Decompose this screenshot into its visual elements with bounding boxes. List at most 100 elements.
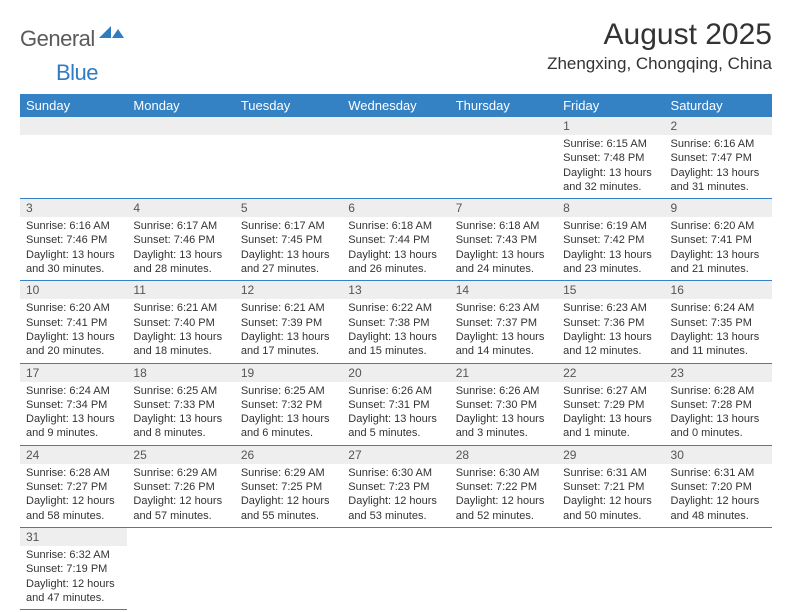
- sunrise-text: Sunrise: 6:23 AM: [456, 301, 551, 315]
- calendar-cell: 11Sunrise: 6:21 AMSunset: 7:40 PMDayligh…: [127, 281, 234, 363]
- calendar-cell: 23Sunrise: 6:28 AMSunset: 7:28 PMDayligh…: [665, 363, 772, 445]
- calendar-cell: 31Sunrise: 6:32 AMSunset: 7:19 PMDayligh…: [20, 527, 127, 609]
- day-details: Sunrise: 6:25 AMSunset: 7:32 PMDaylight:…: [235, 382, 342, 445]
- sunrise-text: Sunrise: 6:17 AM: [241, 219, 336, 233]
- day-details: Sunrise: 6:26 AMSunset: 7:31 PMDaylight:…: [342, 382, 449, 445]
- day-number: 4: [127, 199, 234, 217]
- day-details: Sunrise: 6:23 AMSunset: 7:37 PMDaylight:…: [450, 299, 557, 362]
- sunset-text: Sunset: 7:48 PM: [563, 151, 658, 165]
- sunrise-text: Sunrise: 6:23 AM: [563, 301, 658, 315]
- daylight-text: Daylight: 13 hours and 14 minutes.: [456, 330, 551, 359]
- sunset-text: Sunset: 7:43 PM: [456, 233, 551, 247]
- calendar-cell: 19Sunrise: 6:25 AMSunset: 7:32 PMDayligh…: [235, 363, 342, 445]
- sunrise-text: Sunrise: 6:31 AM: [563, 466, 658, 480]
- day-number: 14: [450, 281, 557, 299]
- calendar-cell: [235, 117, 342, 199]
- day-number: 26: [235, 446, 342, 464]
- day-number: 8: [557, 199, 664, 217]
- sunrise-text: Sunrise: 6:24 AM: [26, 384, 121, 398]
- day-number-empty: [342, 117, 449, 135]
- sunrise-text: Sunrise: 6:32 AM: [26, 548, 121, 562]
- sunset-text: Sunset: 7:37 PM: [456, 316, 551, 330]
- calendar-cell: 3Sunrise: 6:16 AMSunset: 7:46 PMDaylight…: [20, 199, 127, 281]
- day-number: 9: [665, 199, 772, 217]
- sunset-text: Sunset: 7:46 PM: [26, 233, 121, 247]
- sunrise-text: Sunrise: 6:26 AM: [456, 384, 551, 398]
- calendar-cell: 9Sunrise: 6:20 AMSunset: 7:41 PMDaylight…: [665, 199, 772, 281]
- calendar-cell: 8Sunrise: 6:19 AMSunset: 7:42 PMDaylight…: [557, 199, 664, 281]
- day-number: 13: [342, 281, 449, 299]
- calendar-cell: [342, 117, 449, 199]
- sunrise-text: Sunrise: 6:19 AM: [563, 219, 658, 233]
- daylight-text: Daylight: 13 hours and 15 minutes.: [348, 330, 443, 359]
- sunset-text: Sunset: 7:35 PM: [671, 316, 766, 330]
- day-number: 6: [342, 199, 449, 217]
- day-number: 5: [235, 199, 342, 217]
- day-header: Saturday: [665, 94, 772, 117]
- day-number-empty: [235, 117, 342, 135]
- calendar-week: 24Sunrise: 6:28 AMSunset: 7:27 PMDayligh…: [20, 445, 772, 527]
- day-details: Sunrise: 6:31 AMSunset: 7:20 PMDaylight:…: [665, 464, 772, 527]
- calendar-cell: 24Sunrise: 6:28 AMSunset: 7:27 PMDayligh…: [20, 445, 127, 527]
- calendar-cell: 4Sunrise: 6:17 AMSunset: 7:46 PMDaylight…: [127, 199, 234, 281]
- title-block: August 2025 Zhengxing, Chongqing, China: [547, 18, 772, 74]
- daylight-text: Daylight: 13 hours and 20 minutes.: [26, 330, 121, 359]
- sunset-text: Sunset: 7:31 PM: [348, 398, 443, 412]
- daylight-text: Daylight: 12 hours and 47 minutes.: [26, 577, 121, 606]
- day-details: Sunrise: 6:26 AMSunset: 7:30 PMDaylight:…: [450, 382, 557, 445]
- month-title: August 2025: [547, 18, 772, 52]
- daylight-text: Daylight: 13 hours and 31 minutes.: [671, 166, 766, 195]
- sunset-text: Sunset: 7:41 PM: [26, 316, 121, 330]
- day-details: Sunrise: 6:17 AMSunset: 7:46 PMDaylight:…: [127, 217, 234, 280]
- day-number: 25: [127, 446, 234, 464]
- calendar-cell: 12Sunrise: 6:21 AMSunset: 7:39 PMDayligh…: [235, 281, 342, 363]
- sunset-text: Sunset: 7:27 PM: [26, 480, 121, 494]
- day-details: Sunrise: 6:30 AMSunset: 7:22 PMDaylight:…: [450, 464, 557, 527]
- day-number: 18: [127, 364, 234, 382]
- daylight-text: Daylight: 13 hours and 23 minutes.: [563, 248, 658, 277]
- calendar-body: 1Sunrise: 6:15 AMSunset: 7:48 PMDaylight…: [20, 117, 772, 610]
- sunrise-text: Sunrise: 6:28 AM: [671, 384, 766, 398]
- calendar-cell: 6Sunrise: 6:18 AMSunset: 7:44 PMDaylight…: [342, 199, 449, 281]
- calendar-cell: 21Sunrise: 6:26 AMSunset: 7:30 PMDayligh…: [450, 363, 557, 445]
- calendar-cell: [235, 527, 342, 609]
- calendar-cell: 22Sunrise: 6:27 AMSunset: 7:29 PMDayligh…: [557, 363, 664, 445]
- sunset-text: Sunset: 7:39 PM: [241, 316, 336, 330]
- daylight-text: Daylight: 13 hours and 27 minutes.: [241, 248, 336, 277]
- day-header: Friday: [557, 94, 664, 117]
- sunrise-text: Sunrise: 6:25 AM: [241, 384, 336, 398]
- sunset-text: Sunset: 7:22 PM: [456, 480, 551, 494]
- calendar-cell: 1Sunrise: 6:15 AMSunset: 7:48 PMDaylight…: [557, 117, 664, 199]
- logo-text-general: General: [20, 26, 95, 52]
- page: General August 2025 Zhengxing, Chongqing…: [0, 0, 792, 610]
- day-number-empty: [127, 117, 234, 135]
- day-details: Sunrise: 6:23 AMSunset: 7:36 PMDaylight:…: [557, 299, 664, 362]
- sunrise-text: Sunrise: 6:20 AM: [26, 301, 121, 315]
- day-details: Sunrise: 6:21 AMSunset: 7:40 PMDaylight:…: [127, 299, 234, 362]
- sunrise-text: Sunrise: 6:16 AM: [26, 219, 121, 233]
- day-details: Sunrise: 6:18 AMSunset: 7:44 PMDaylight:…: [342, 217, 449, 280]
- day-number: 23: [665, 364, 772, 382]
- calendar-cell: 28Sunrise: 6:30 AMSunset: 7:22 PMDayligh…: [450, 445, 557, 527]
- day-number: 3: [20, 199, 127, 217]
- calendar-cell: 25Sunrise: 6:29 AMSunset: 7:26 PMDayligh…: [127, 445, 234, 527]
- sunrise-text: Sunrise: 6:28 AM: [26, 466, 121, 480]
- sunset-text: Sunset: 7:28 PM: [671, 398, 766, 412]
- sunrise-text: Sunrise: 6:29 AM: [241, 466, 336, 480]
- calendar-cell: 5Sunrise: 6:17 AMSunset: 7:45 PMDaylight…: [235, 199, 342, 281]
- sunrise-text: Sunrise: 6:20 AM: [671, 219, 766, 233]
- day-number: 15: [557, 281, 664, 299]
- daylight-text: Daylight: 12 hours and 53 minutes.: [348, 494, 443, 523]
- daylight-text: Daylight: 13 hours and 11 minutes.: [671, 330, 766, 359]
- logo-text-blue: Blue: [56, 60, 98, 85]
- sunrise-text: Sunrise: 6:30 AM: [456, 466, 551, 480]
- calendar-week: 10Sunrise: 6:20 AMSunset: 7:41 PMDayligh…: [20, 281, 772, 363]
- logo-flag-icon: [99, 24, 125, 47]
- daylight-text: Daylight: 13 hours and 26 minutes.: [348, 248, 443, 277]
- calendar-cell: [127, 527, 234, 609]
- daylight-text: Daylight: 13 hours and 1 minute.: [563, 412, 658, 441]
- daylight-text: Daylight: 13 hours and 9 minutes.: [26, 412, 121, 441]
- calendar-week: 17Sunrise: 6:24 AMSunset: 7:34 PMDayligh…: [20, 363, 772, 445]
- sunset-text: Sunset: 7:36 PM: [563, 316, 658, 330]
- day-number-empty: [450, 117, 557, 135]
